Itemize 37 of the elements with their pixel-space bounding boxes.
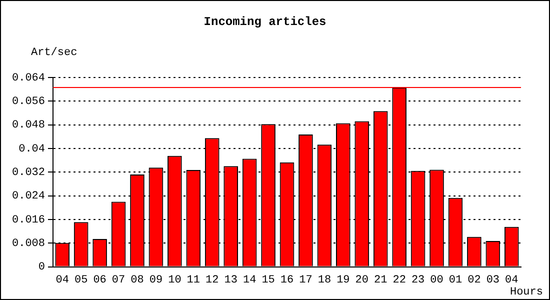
x-tick-label: 07	[112, 274, 126, 286]
x-tick-label: 23	[411, 274, 425, 286]
x-axis-title: Hours	[510, 286, 543, 298]
x-tick-label: 21	[374, 274, 388, 286]
y-axis-title: Art/sec	[31, 46, 78, 59]
x-tick-label: 06	[93, 274, 106, 286]
x-tick-label: 12	[206, 274, 219, 286]
y-tick-label: 0.064	[12, 72, 46, 84]
x-tick-label: 18	[318, 274, 332, 286]
x-tick-label: 20	[355, 274, 368, 286]
y-tick-label: 0.032	[12, 167, 46, 180]
x-tick-label: 09	[149, 274, 163, 286]
x-tick-label: 04	[56, 274, 70, 286]
x-tick-label: 16	[280, 274, 294, 286]
chart-title: Incoming articles	[204, 15, 326, 30]
x-tick-label: 04	[505, 274, 519, 286]
x-tick-label: 17	[299, 274, 312, 286]
x-tick-label: 03	[486, 274, 500, 286]
x-tick-label: 22	[392, 274, 406, 286]
x-tick-label: 01	[448, 274, 462, 286]
y-tick-label: 0.04	[18, 143, 46, 156]
x-tick-label: 02	[468, 274, 481, 286]
y-tick-label: 0.048	[12, 120, 46, 132]
y-tick-label: 0.008	[12, 238, 46, 250]
x-tick-label: 13	[224, 274, 238, 286]
x-tick-label: 08	[130, 274, 144, 286]
x-tick-label: 14	[242, 274, 257, 286]
y-tick-label: 0.016	[12, 214, 46, 226]
x-tick-label: 11	[186, 274, 200, 286]
x-tick-label: 05	[74, 274, 88, 286]
x-tick-label: 19	[336, 274, 350, 286]
x-tick-label: 00	[430, 274, 444, 286]
x-tick-label: 15	[262, 274, 275, 286]
y-tick-label: 0.056	[12, 96, 46, 108]
y-tick-label: 0	[38, 262, 46, 274]
y-tick-label: 0.024	[12, 190, 46, 203]
x-tick-label: 10	[168, 274, 182, 286]
